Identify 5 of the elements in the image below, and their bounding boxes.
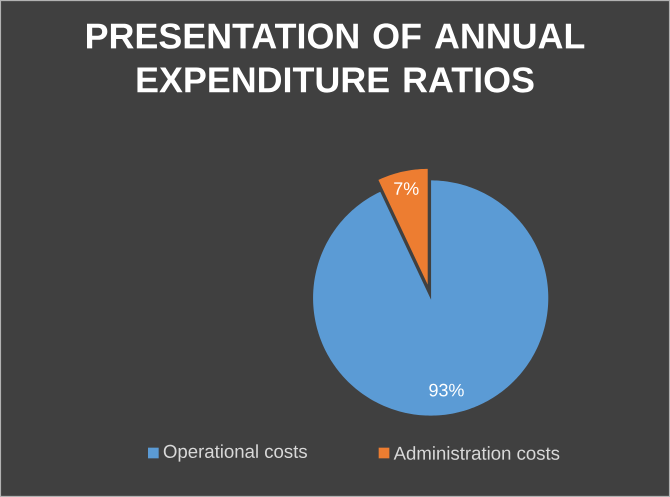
legend-label: Administration costs (394, 446, 560, 460)
data-label: 7% (394, 182, 419, 195)
legend-label: Operational costs (164, 444, 307, 462)
data-label: 93% (429, 384, 464, 396)
chart-title: PRESENTATION OF ANNUAL EXPENDITURE RATIOS (87, 23, 584, 93)
